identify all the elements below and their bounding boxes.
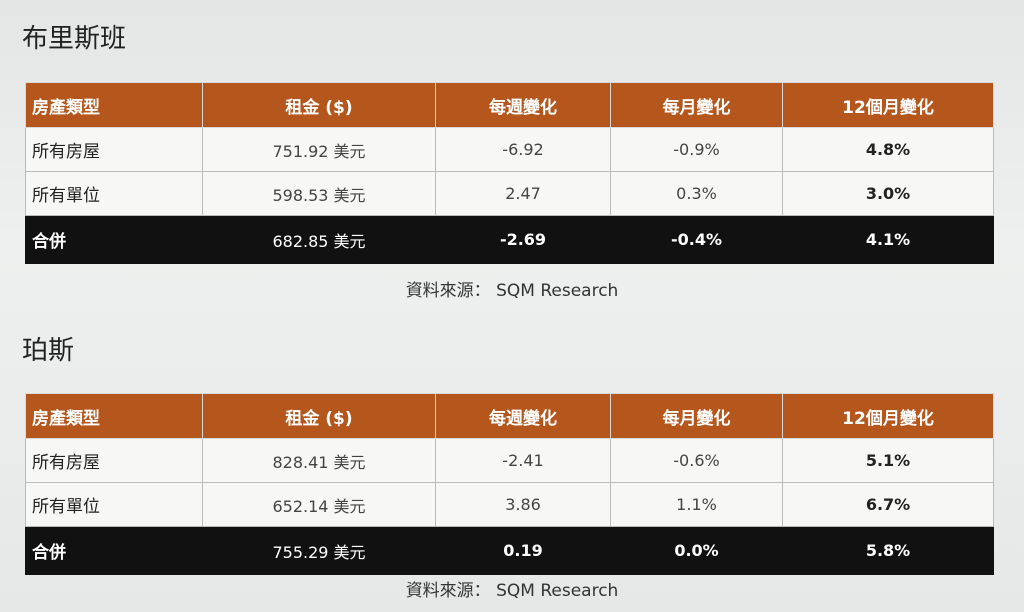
table-cell: 0.19 [435,526,611,575]
table-cell: 755.29 美元 [202,526,436,575]
table-cell: 751.92 美元 [202,127,436,172]
table-cell: 所有房屋 [25,438,203,483]
table-cell: 0.0% [610,526,783,575]
header-cell: 12個月變化 [782,82,994,128]
table-head: 房產類型 租金 ($) 每週變化 每月變化 12個月變化 [25,393,994,439]
table-cell: 5.8% [782,526,994,575]
table-cell: 598.53 美元 [202,171,436,216]
table-cell: 合併 [25,526,203,575]
table-row: 所有房屋 751.92 美元 -6.92 -0.9% 4.8% [25,127,994,172]
table-body: 所有房屋 751.92 美元 -6.92 -0.9% 4.8% 所有單位 598.53 美元… [25,127,994,264]
table-cell: 3.86 [435,482,611,527]
table-cell: 所有單位 [25,171,203,216]
table-body: 所有房屋 828.41 美元 -2.41 -0.6% 5.1% 所有單位 652.14 美元… [25,438,994,575]
table-cell: 1.1% [610,482,783,527]
table-row: 合併 755.29 美元 0.19 0.0% 5.8% [25,526,994,575]
table-cell: -0.4% [610,215,783,264]
source-note: 資料來源： SQM Research [405,581,619,601]
table-cell: 所有房屋 [25,127,203,172]
table-cell: -0.6% [610,438,783,483]
header-cell: 房產類型 [25,82,203,128]
section-title: 布里斯班 [22,24,127,54]
table-cell: 所有單位 [25,482,203,527]
source-note: 資料來源： SQM Research [405,281,619,301]
table-cell: 0.3% [610,171,783,216]
table-cell: 652.14 美元 [202,482,436,527]
header-cell: 每週變化 [435,82,611,128]
table-cell: 3.0% [782,171,994,216]
header-cell: 每月變化 [610,82,783,128]
table-cell: 828.41 美元 [202,438,436,483]
table-cell: 6.7% [782,482,994,527]
section-title: 珀斯 [22,336,75,366]
header-cell: 房產類型 [25,393,203,439]
table-row: 所有單位 598.53 美元 2.47 0.3% 3.0% [25,171,994,216]
table-cell: -2.41 [435,438,611,483]
table-cell: 5.1% [782,438,994,483]
table-cell: 682.85 美元 [202,215,436,264]
table-cell: -0.9% [610,127,783,172]
table-row: 所有單位 652.14 美元 3.86 1.1% 6.7% [25,482,994,527]
header-row: 房產類型 租金 ($) 每週變化 每月變化 12個月變化 [25,82,994,128]
table-cell: 2.47 [435,171,611,216]
header-cell: 12個月變化 [782,393,994,439]
rent-table: 房產類型 租金 ($) 每週變化 每月變化 12個月變化 所有房屋 751.92 美元 -6.… [25,82,994,264]
header-cell: 每月變化 [610,393,783,439]
table-row: 所有房屋 828.41 美元 -2.41 -0.6% 5.1% [25,438,994,483]
table-head: 房產類型 租金 ($) 每週變化 每月變化 12個月變化 [25,82,994,128]
table-cell: -2.69 [435,215,611,264]
table-cell: -6.92 [435,127,611,172]
header-row: 房產類型 租金 ($) 每週變化 每月變化 12個月變化 [25,393,994,439]
header-cell: 每週變化 [435,393,611,439]
header-cell: 租金 ($) [202,393,436,439]
rent-table: 房產類型 租金 ($) 每週變化 每月變化 12個月變化 所有房屋 828.41 美元 -2.… [25,393,994,575]
table-cell: 4.8% [782,127,994,172]
table-row: 合併 682.85 美元 -2.69 -0.4% 4.1% [25,215,994,264]
table-cell: 合併 [25,215,203,264]
header-cell: 租金 ($) [202,82,436,128]
table-cell: 4.1% [782,215,994,264]
